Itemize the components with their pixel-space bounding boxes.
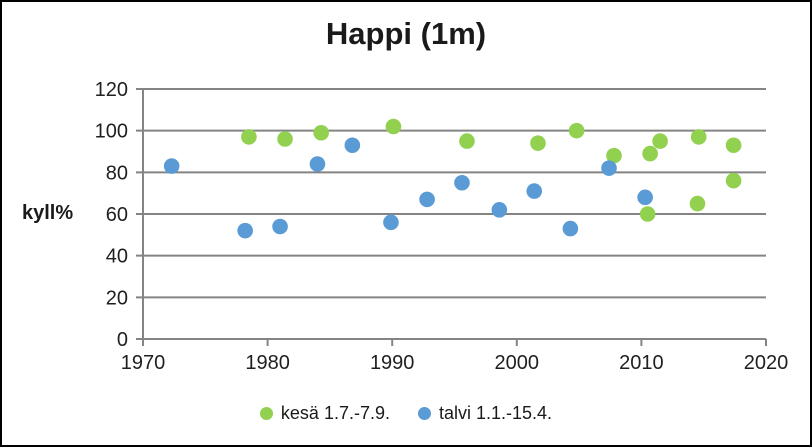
- data-point-talvi: [637, 189, 653, 206]
- x-tick-label: 1980: [245, 352, 290, 374]
- data-point-kesa: [639, 206, 656, 222]
- data-point-kesa: [568, 122, 585, 139]
- data-point-kesa: [459, 133, 475, 149]
- data-point-talvi: [454, 174, 470, 191]
- data-point-kesa: [689, 195, 706, 212]
- x-tick-label: 1990: [370, 352, 415, 374]
- data-point-kesa: [642, 145, 658, 162]
- data-point-talvi: [491, 202, 508, 218]
- data-point-kesa: [725, 172, 742, 189]
- y-tick-label: 120: [95, 79, 128, 101]
- data-point-kesa: [652, 133, 668, 149]
- y-tick-label: 0: [117, 329, 128, 351]
- y-tick-label: 20: [106, 287, 128, 309]
- data-point-talvi: [383, 214, 399, 231]
- data-point-talvi: [237, 222, 253, 239]
- x-tick-label: 2010: [619, 352, 664, 374]
- x-tick-label: 2020: [744, 352, 789, 374]
- data-point-kesa: [690, 129, 707, 145]
- data-point-kesa: [606, 147, 622, 164]
- data-point-kesa: [530, 135, 546, 151]
- talvi-legend-label: talvi 1.1.-15.4.: [439, 403, 553, 423]
- y-tick-label: 80: [106, 162, 128, 184]
- legend: kesä 1.7.-7.9. talvi 1.1.-15.4.: [2, 400, 810, 426]
- data-point-talvi: [272, 218, 288, 235]
- y-axis-label: kyll%: [22, 202, 74, 224]
- data-point-talvi: [309, 156, 326, 172]
- data-point-kesa: [385, 118, 402, 135]
- legend-item-kesa: kesä 1.7.-7.9.: [259, 403, 390, 423]
- legend-item-talvi: talvi 1.1.-15.4.: [418, 404, 552, 422]
- y-tick-label: 60: [106, 204, 128, 226]
- data-point-kesa: [277, 131, 293, 147]
- chart-title: Happi (1m): [325, 16, 487, 51]
- data-point-talvi: [562, 220, 579, 237]
- y-tick-label: 40: [106, 246, 128, 268]
- data-point-talvi: [601, 160, 617, 176]
- data-point-kesa: [313, 124, 329, 141]
- y-tick-label: 100: [95, 121, 128, 143]
- data-point-kesa: [241, 129, 257, 145]
- x-tick-label: 1970: [121, 352, 166, 374]
- talvi-legend-marker-icon: [418, 406, 431, 420]
- kesa-legend-label: kesä 1.7.-7.9.: [280, 403, 390, 423]
- data-point-talvi: [344, 137, 361, 154]
- data-point-talvi: [163, 158, 180, 174]
- data-point-kesa: [725, 137, 742, 154]
- x-tick-label: 2000: [495, 352, 540, 374]
- data-point-talvi: [419, 191, 435, 208]
- kesa-legend-marker-icon: [259, 406, 273, 420]
- data-point-talvi: [526, 183, 543, 199]
